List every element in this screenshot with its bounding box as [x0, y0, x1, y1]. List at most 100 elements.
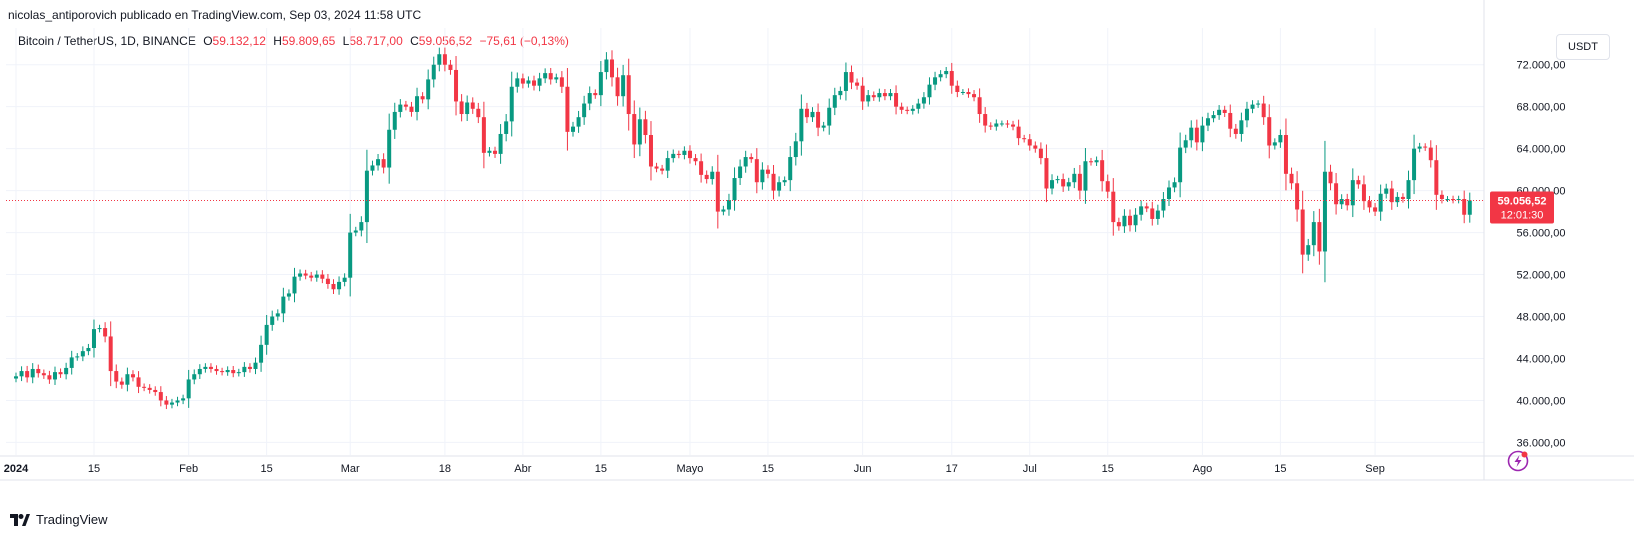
candle-body	[403, 104, 408, 107]
y-tick-label: 64.000,00	[1517, 144, 1566, 156]
candle-body	[331, 283, 336, 290]
currency-button[interactable]: USDT	[1556, 34, 1610, 60]
price-tag-countdown: 12:01:30	[1501, 210, 1544, 222]
footer-brand[interactable]: TradingView	[10, 512, 108, 527]
candle-body	[281, 296, 286, 314]
candle-body	[147, 387, 152, 390]
candle-body	[470, 102, 475, 109]
candle-body	[264, 324, 269, 345]
x-tick-label: Ago	[1193, 463, 1213, 475]
candle-body	[487, 150, 492, 153]
x-tick-label: 15	[595, 463, 607, 475]
y-tick-label: 40.000,00	[1517, 395, 1566, 407]
candle-body	[855, 82, 860, 86]
candle-body	[1233, 128, 1238, 134]
candle-body	[905, 109, 910, 111]
candle-body	[877, 93, 882, 98]
candle-body	[520, 78, 525, 84]
candle-body	[481, 117, 486, 153]
candle-body	[860, 85, 865, 102]
candle-body	[164, 400, 169, 405]
candle-body	[431, 64, 436, 80]
candle-body	[1005, 123, 1010, 125]
symbol-title[interactable]: Bitcoin / TetherUS, 1D, BINANCE	[18, 34, 196, 48]
candle-body	[14, 376, 18, 379]
candle-body	[899, 106, 904, 110]
candle-body	[392, 111, 397, 130]
candle-body	[1066, 182, 1071, 187]
candle-body	[320, 274, 325, 279]
candle-body	[743, 157, 748, 167]
candle-body	[359, 222, 364, 231]
candle-body	[376, 159, 381, 166]
candle-body	[1278, 135, 1283, 143]
candle-body	[1451, 199, 1456, 201]
candle-body	[827, 107, 832, 126]
x-tick-label: 15	[762, 463, 774, 475]
candle-body	[58, 372, 63, 375]
candle-body	[1389, 188, 1394, 203]
candle-body	[866, 95, 871, 102]
candle-body	[437, 54, 442, 65]
candle-body	[25, 371, 30, 378]
candle-body	[1322, 171, 1327, 252]
candle-body	[810, 111, 815, 118]
change-value: −75,61 (−0,13%)	[479, 34, 569, 48]
tradingview-logo-icon	[10, 513, 30, 526]
candle-body	[1456, 199, 1461, 201]
y-tick-label: 72.000,00	[1517, 60, 1566, 72]
candle-body	[754, 159, 759, 183]
candle-body	[1283, 135, 1288, 174]
x-tick-label: 2024	[4, 463, 29, 475]
x-tick-label: 15	[261, 463, 273, 475]
high-label: H	[273, 34, 282, 48]
candle-body	[515, 78, 520, 87]
candle-body	[303, 273, 308, 276]
candle-body	[1328, 171, 1333, 184]
candle-body	[1311, 222, 1316, 246]
candle-body	[309, 275, 314, 278]
x-tick-label: 15	[88, 463, 100, 475]
candle-body	[582, 103, 587, 118]
candle-body	[793, 141, 798, 158]
candle-body	[1384, 188, 1389, 194]
candle-body	[938, 74, 943, 78]
candle-body	[966, 91, 971, 95]
candle-body	[1378, 193, 1383, 212]
candle-body	[721, 209, 726, 212]
candle-body	[821, 125, 826, 128]
candle-body	[609, 59, 614, 78]
candle-body	[448, 64, 453, 70]
candle-body	[1267, 117, 1272, 146]
candle-body	[888, 93, 893, 97]
candle-body	[415, 96, 420, 112]
candle-body	[1150, 208, 1155, 219]
candle-body	[1356, 180, 1361, 185]
candle-body	[1044, 158, 1049, 189]
candle-body	[526, 80, 531, 84]
candle-body	[19, 371, 24, 377]
candle-body	[1417, 146, 1422, 149]
candle-body	[169, 402, 174, 405]
candle-body	[660, 168, 665, 171]
candle-body	[214, 368, 219, 372]
candle-body	[387, 129, 392, 168]
candle-body	[782, 180, 787, 183]
candle-body	[275, 313, 280, 317]
candle-body	[426, 79, 431, 100]
close-value: 59.056,52	[418, 34, 473, 48]
lightning-icon[interactable]	[1507, 450, 1529, 472]
candle-body	[69, 357, 74, 368]
candle-body	[1256, 103, 1261, 105]
candle-body	[1077, 173, 1082, 191]
candle-body	[1339, 199, 1344, 205]
candle-body	[988, 125, 993, 127]
candle-body	[442, 54, 447, 65]
candle-body	[944, 71, 949, 75]
symbol-legend: Bitcoin / TetherUS, 1D, BINANCE O59.132,…	[18, 34, 573, 48]
candle-body	[1462, 199, 1467, 215]
candle-body	[543, 73, 548, 79]
candle-body	[571, 126, 575, 132]
y-tick-label: 36.000,00	[1517, 437, 1566, 449]
